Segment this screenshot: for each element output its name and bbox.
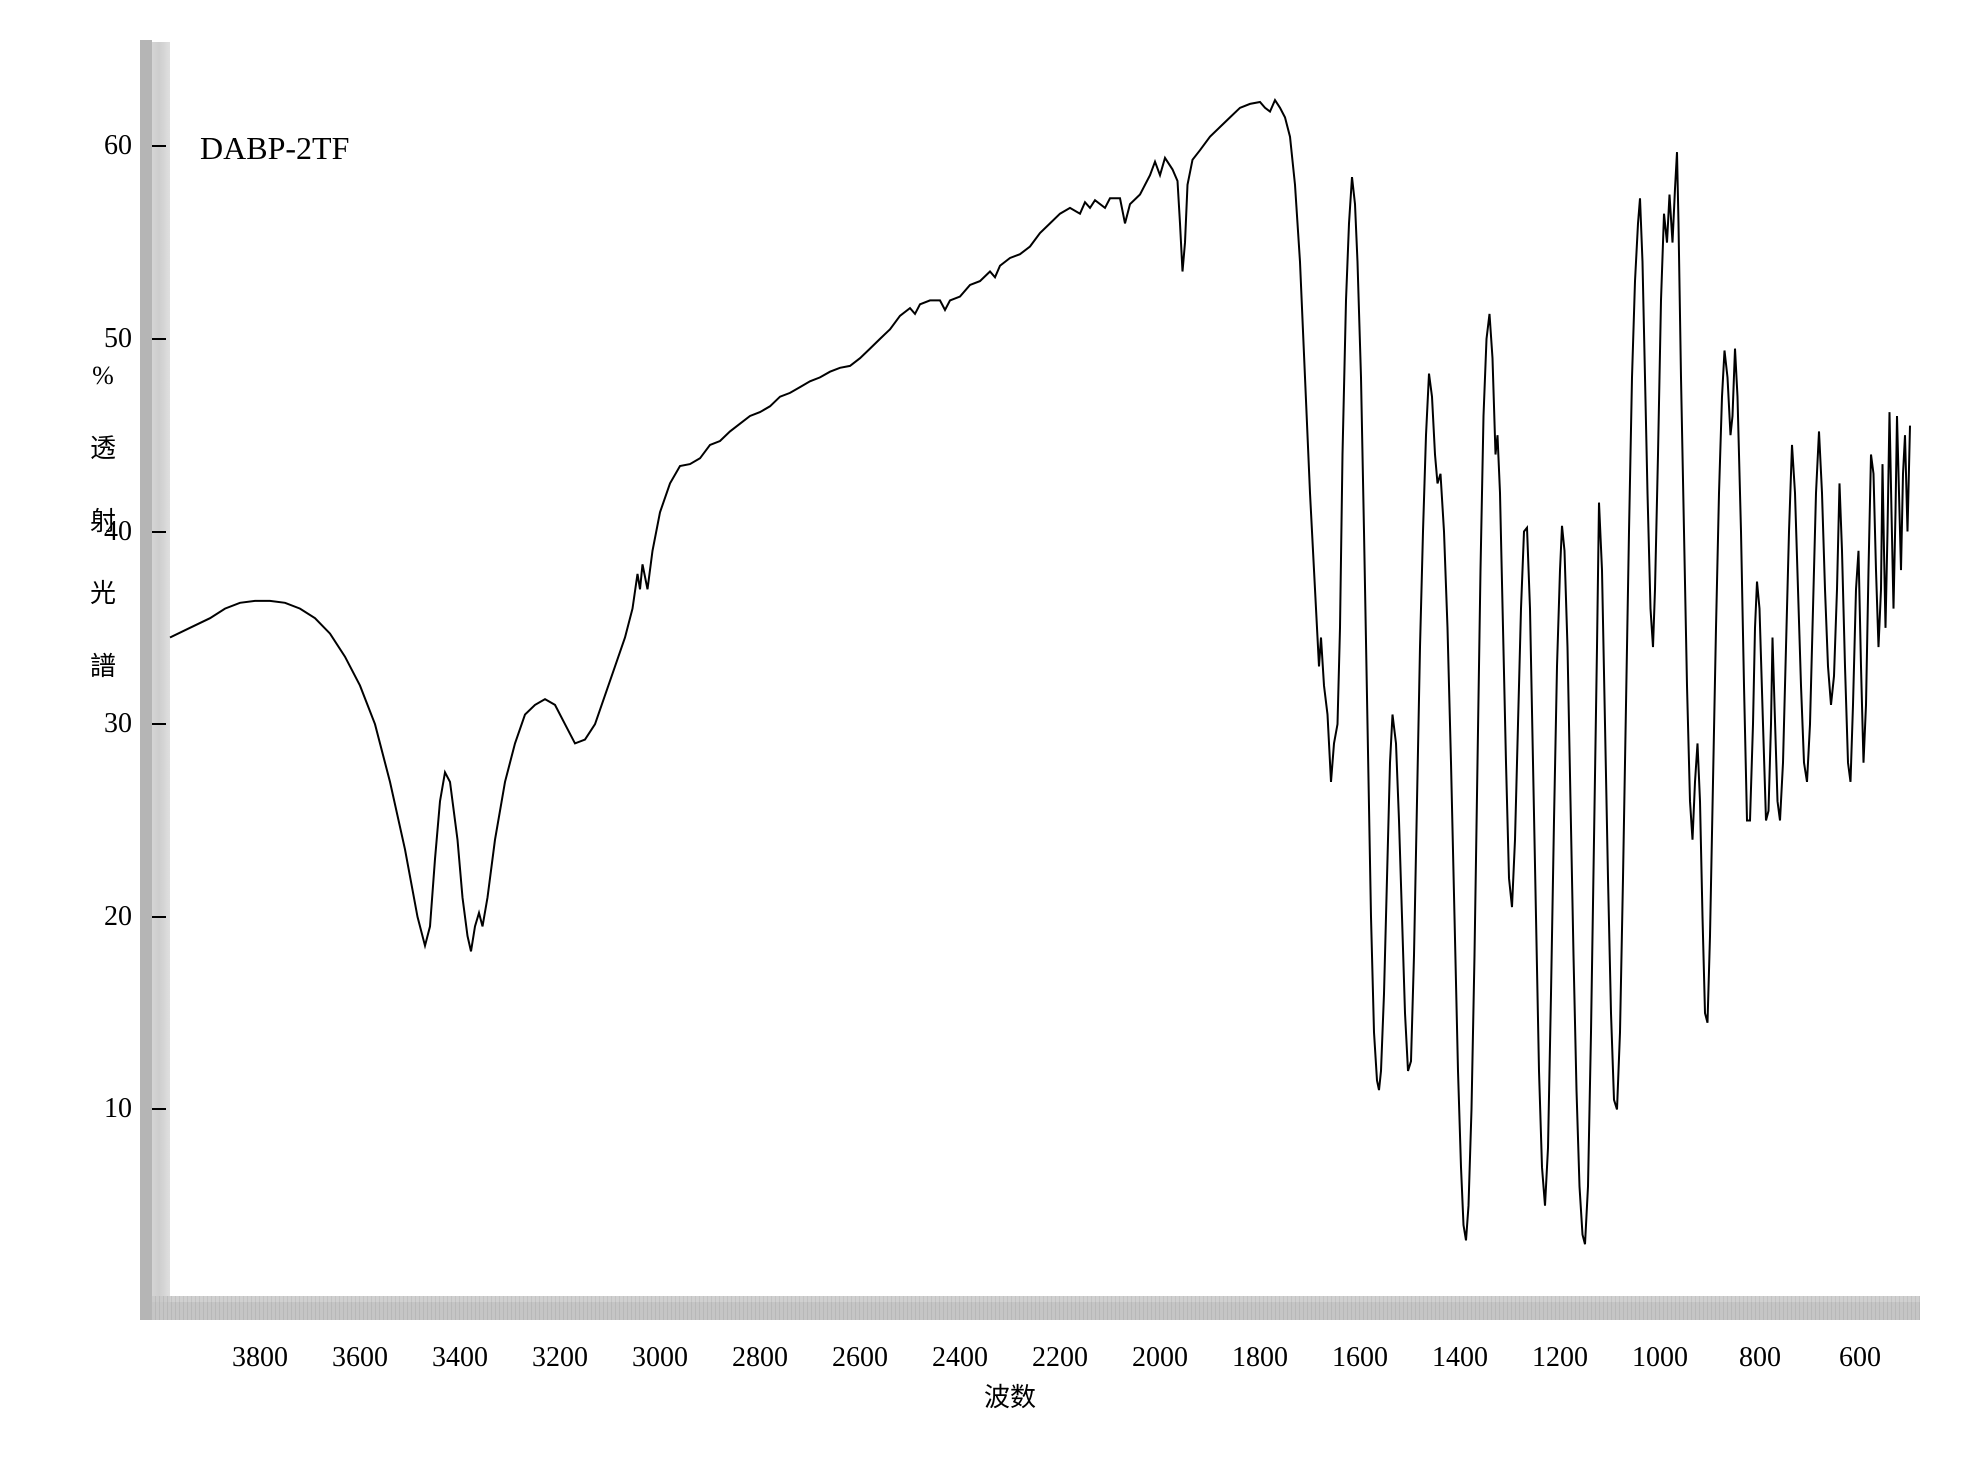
y-tick-mark — [152, 723, 166, 725]
x-tick-label: 3800 — [232, 1342, 288, 1374]
x-tick-label: 2600 — [832, 1342, 888, 1374]
x-tick-label: 2400 — [932, 1342, 988, 1374]
y-tick-mark — [152, 338, 166, 340]
sample-label: DABP-2TF — [200, 130, 349, 167]
x-tick-label: 2200 — [1032, 1342, 1088, 1374]
x-tick-label: 1400 — [1432, 1342, 1488, 1374]
x-tick-label: 3000 — [632, 1342, 688, 1374]
y-tick-mark — [152, 145, 166, 147]
x-tick-label: 800 — [1739, 1342, 1781, 1374]
y-tick-label: 40 — [104, 516, 132, 548]
y-tick-mark — [152, 916, 166, 918]
y-tick-label: 50 — [104, 323, 132, 355]
x-tick-label: 2800 — [732, 1342, 788, 1374]
spectrum-svg — [140, 40, 1920, 1320]
y-tick-label: 30 — [104, 708, 132, 740]
x-tick-label: 2000 — [1132, 1342, 1188, 1374]
plot-area: DABP-2TF — [140, 40, 1920, 1320]
x-tick-label: 3600 — [332, 1342, 388, 1374]
x-tick-label: 600 — [1839, 1342, 1881, 1374]
y-tick-mark — [152, 1108, 166, 1110]
x-tick-label: 1800 — [1232, 1342, 1288, 1374]
y-tick-label: 10 — [104, 1093, 132, 1125]
y-tick-label: 60 — [104, 130, 132, 162]
ir-spectrum-chart: % 透 射 光 譜 DABP-2TF 102030405060 38003600… — [80, 40, 1940, 1420]
y-tick-mark — [152, 531, 166, 533]
x-tick-label: 1000 — [1632, 1342, 1688, 1374]
x-tick-label: 3200 — [532, 1342, 588, 1374]
x-axis-label: 波数 — [984, 1377, 1036, 1414]
x-tick-label: 1600 — [1332, 1342, 1388, 1374]
y-tick-label: 20 — [104, 901, 132, 933]
x-tick-label: 1200 — [1532, 1342, 1588, 1374]
x-tick-label: 3400 — [432, 1342, 488, 1374]
